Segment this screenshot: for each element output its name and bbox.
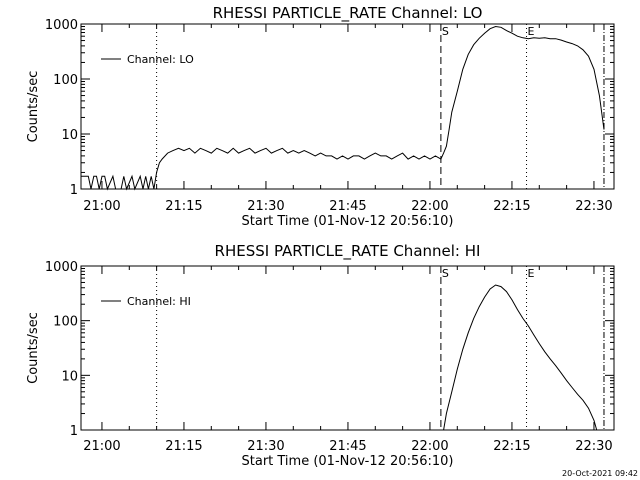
footer-timestamp: 20-Oct-2021 09:42 (562, 469, 638, 478)
y-tick-label: 1000 (45, 260, 78, 275)
x-tick-label: 21:45 (329, 439, 366, 454)
y-tick-label: 1 (70, 424, 78, 439)
x-axis-label: Start Time (01-Nov-12 20:56:10) (242, 454, 454, 469)
x-tick-label: 22:15 (493, 439, 530, 454)
y-tick-label: 1000 (45, 18, 78, 33)
x-tick-label: 21:30 (247, 199, 284, 214)
y-axis-label: Counts/sec (26, 71, 41, 143)
x-tick-label: 21:45 (329, 199, 366, 214)
x-tick-label: 21:00 (83, 439, 120, 454)
event-marker-label: E (528, 25, 535, 38)
legend-entry: Channel: LO (127, 53, 194, 66)
plot-frame (80, 265, 615, 431)
chart-title: RHESSI PARTICLE_RATE Channel: HI (215, 242, 481, 261)
series-line (443, 284, 598, 431)
y-axis-label: Counts/sec (26, 312, 41, 384)
legend-entry: Channel: HI (127, 295, 191, 308)
y-tick-label: 100 (53, 73, 78, 88)
lo-channel-panel: RHESSI PARTICLE_RATE Channel: LO 21:00 21:… (26, 4, 615, 229)
x-tick-label: 22:00 (411, 439, 448, 454)
x-tick-label: 21:15 (165, 439, 202, 454)
event-marker-label: E (528, 267, 535, 280)
hi-channel-panel: RHESSI PARTICLE_RATE Channel: HI 21:00 21:… (26, 242, 615, 469)
series-line (81, 25, 605, 191)
x-tick-label: 21:15 (165, 199, 202, 214)
x-tick-label: 21:00 (83, 199, 120, 214)
x-tick-label: 22:15 (493, 199, 530, 214)
event-marker-label: S (442, 267, 449, 280)
plot-frame (80, 23, 615, 190)
event-marker-label: S (442, 25, 449, 38)
y-tick-label: 10 (61, 369, 78, 384)
x-tick-label: 22:30 (575, 439, 612, 454)
x-tick-label: 22:00 (411, 199, 448, 214)
chart-title: RHESSI PARTICLE_RATE Channel: LO (213, 4, 483, 23)
y-tick-label: 1 (70, 183, 78, 198)
x-tick-label: 21:30 (247, 439, 284, 454)
x-tick-label: 22:30 (575, 199, 612, 214)
y-tick-label: 100 (53, 315, 78, 330)
x-axis-label: Start Time (01-Nov-12 20:56:10) (242, 214, 454, 229)
y-tick-label: 10 (61, 128, 78, 143)
